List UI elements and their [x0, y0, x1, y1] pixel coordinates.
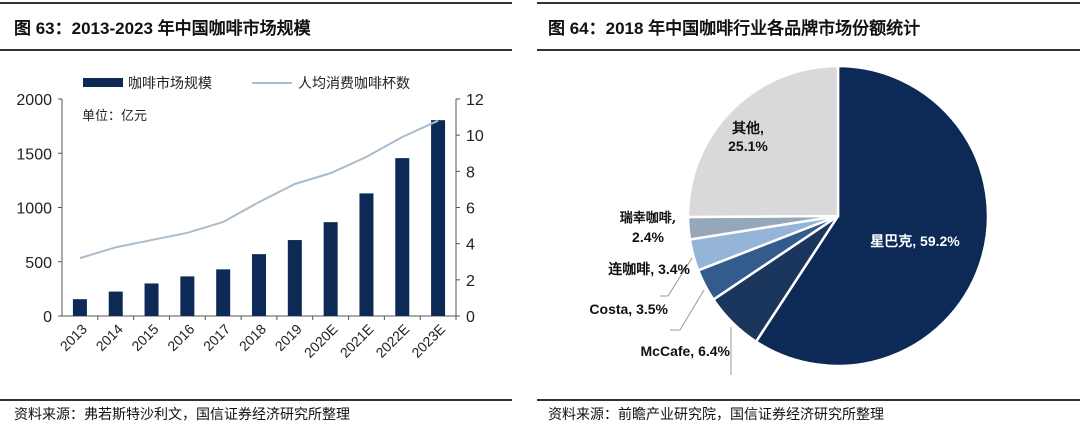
- pie-slice-星巴克: [754, 64, 990, 368]
- y2-tick-label: 12: [466, 92, 484, 109]
- bar-2014: [108, 291, 123, 316]
- right-chart-title: 图 64：2018 年中国咖啡行业各品牌市场份额统计: [548, 19, 921, 38]
- y2-tick-label: 0: [466, 309, 475, 326]
- y2-tick-label: 4: [466, 237, 475, 254]
- bar-2021E: [359, 193, 374, 316]
- y-tick-label: 2000: [16, 92, 52, 109]
- bar-2016: [180, 276, 195, 316]
- unit-note: 单位：亿元: [82, 108, 147, 123]
- right-source: 资料来源：前瞻产业研究院，国信证券经济研究所整理: [548, 407, 884, 423]
- bar-2019: [287, 240, 302, 316]
- label-lian: 连咖啡, 3.4%: [608, 261, 690, 277]
- y2-tick-label: 8: [466, 164, 475, 181]
- bar-2023E: [431, 120, 446, 316]
- pie-chart: [660, 64, 990, 375]
- y2-tick-label: 2: [466, 273, 475, 290]
- footer-rule-right: [537, 399, 1080, 401]
- legend-bar-swatch: [83, 78, 123, 87]
- top-rule-right: [537, 2, 1080, 4]
- leader-line-costa: [670, 289, 705, 331]
- leader-line-lian: [660, 257, 693, 297]
- y2-tick-label: 10: [466, 128, 484, 145]
- pie-slice-其他: [686, 64, 840, 219]
- left-source: 资料来源：弗若斯特沙利文，国信证券经济研究所整理: [14, 407, 350, 423]
- bar-2013: [72, 299, 87, 316]
- bar-2022E: [395, 158, 410, 316]
- legend-line-label: 人均消费咖啡杯数: [298, 75, 410, 91]
- label-other: 其他, 25.1%: [728, 120, 768, 154]
- legend-bar-label: 咖啡市场规模: [128, 75, 212, 91]
- y-tick-label: 0: [43, 309, 52, 326]
- y-tick-label: 500: [25, 255, 52, 272]
- title-rule-left: [0, 49, 512, 51]
- label-mccafe: McCafe, 6.4%: [640, 343, 730, 359]
- y-tick-label: 1500: [16, 146, 52, 163]
- y2-tick-label: 6: [466, 201, 475, 218]
- bar-2018: [252, 254, 266, 316]
- label-costa: Costa, 3.5%: [589, 301, 668, 317]
- label-luckin: 瑞幸咖啡, 2.4%: [619, 211, 677, 245]
- y-tick-label: 1000: [16, 201, 52, 218]
- top-rule-left: [0, 2, 512, 4]
- left-chart-title: 图 63：2013-2023 年中国咖啡市场规模: [14, 19, 311, 38]
- label-starbucks: 星巴克, 59.2%: [870, 233, 960, 249]
- bar-2015: [144, 283, 159, 316]
- bar-2017: [216, 269, 231, 316]
- footer-rule-left: [0, 399, 512, 401]
- title-rule-right: [537, 49, 1080, 51]
- bar-2020E: [323, 222, 338, 316]
